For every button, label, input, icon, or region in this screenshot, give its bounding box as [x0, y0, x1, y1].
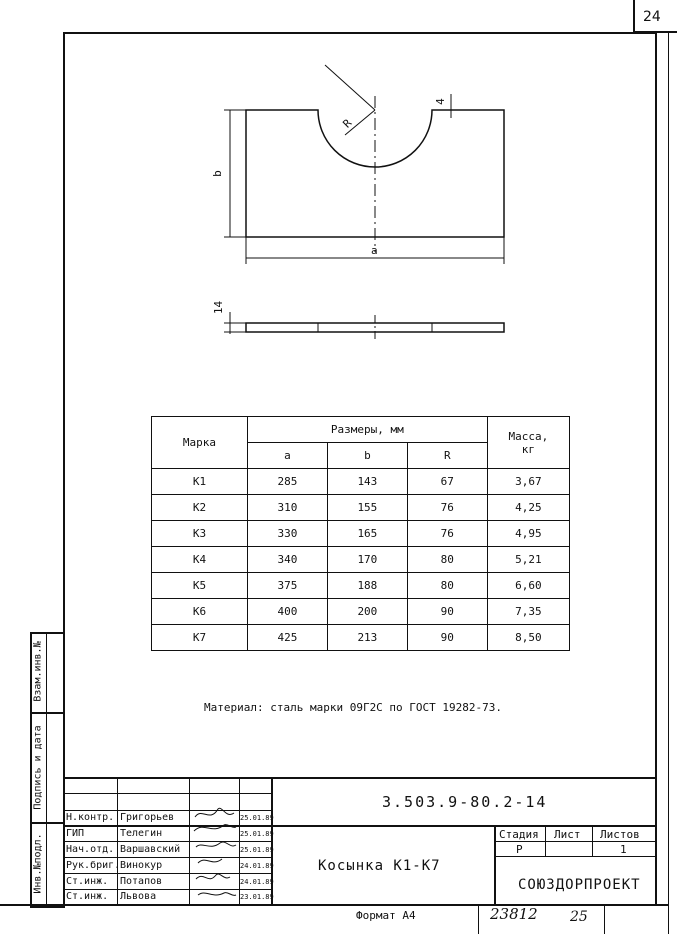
person-name: Винокур — [120, 860, 163, 871]
sheets-value: 1 — [620, 843, 627, 856]
table-cell: 213 — [326, 624, 408, 651]
person-role: Рук.бриг. — [66, 860, 121, 871]
col-a: a — [246, 442, 328, 469]
person-role: Ст.инж. — [66, 891, 109, 902]
table-cell: 5,21 — [486, 546, 571, 573]
table-cell: К4 — [151, 546, 248, 573]
table-cell: К7 — [151, 624, 248, 651]
side-stamp-sign-date: Подпись и дата — [32, 725, 44, 810]
dim-thickness-top: 4 — [433, 98, 447, 105]
handwritten-code: 23812 — [490, 905, 538, 923]
side-stamp-vzam: Взам.инв.№ — [32, 641, 44, 702]
table-cell: 425 — [246, 624, 328, 651]
side-stamp-inv-orig: Инв.№подл. — [32, 833, 44, 894]
person-date: 25.01.89 — [240, 814, 274, 822]
table-cell: 340 — [246, 546, 328, 573]
table-cell: 67 — [406, 468, 488, 495]
person-role: Н.контр. — [66, 812, 115, 823]
table-cell: 188 — [326, 572, 408, 599]
table-cell: 7,35 — [486, 598, 571, 625]
stage-label: Стадия — [499, 828, 539, 841]
sheets-label: Листов — [600, 828, 640, 841]
person-name: Телегин — [120, 828, 163, 839]
table-cell: 90 — [406, 624, 488, 651]
table-row: К6 400 200 90 7,35 — [151, 598, 571, 625]
person-name: Григорьев — [120, 812, 175, 823]
table-cell: 4,95 — [486, 520, 571, 547]
person-role: Нач.отд. — [66, 844, 115, 855]
person-role: Ст.инж. — [66, 876, 109, 887]
table-cell: 76 — [406, 494, 488, 521]
table-cell: 330 — [246, 520, 328, 547]
person-date: 25.01.89 — [240, 830, 274, 838]
plate-outline — [245, 109, 505, 238]
table-cell: 4,25 — [486, 494, 571, 521]
org-name: СОЮЗДОРПРОЕКТ — [518, 877, 641, 893]
stage-value: Р — [516, 843, 523, 856]
table-cell: 76 — [406, 520, 488, 547]
col-r: R — [406, 442, 488, 469]
table-row: К4 340 170 80 5,21 — [151, 546, 571, 573]
sheet-label: Лист — [554, 828, 581, 841]
table-cell: 6,60 — [486, 572, 571, 599]
table-row: К2 310 155 76 4,25 — [151, 494, 571, 521]
header-dims: Размеры, мм — [246, 416, 488, 443]
table-cell: 80 — [406, 572, 488, 599]
dim-b-label: b — [210, 170, 224, 177]
person-name: Львова — [120, 891, 157, 902]
doc-title: Косынка К1-К7 — [318, 858, 441, 874]
table-row: К5 375 188 80 6,60 — [151, 572, 571, 599]
person-date: 24.01.89 — [240, 862, 274, 870]
table-row: К7 425 213 90 8,50 — [151, 624, 571, 651]
header-mark: Марка — [151, 416, 248, 469]
table-cell: 155 — [326, 494, 408, 521]
table-cell: 3,67 — [486, 468, 571, 495]
header-mass: Масса, кг — [486, 416, 571, 469]
col-b: b — [326, 442, 408, 469]
side-stamp — [30, 632, 65, 908]
table-cell: К5 — [151, 572, 248, 599]
table-cell: 80 — [406, 546, 488, 573]
header-mass-unit: кг — [521, 442, 535, 456]
gusset-drawing — [224, 64, 505, 342]
dim-a-label: a — [371, 244, 378, 257]
table-cell: 8,50 — [486, 624, 571, 651]
material-note: Материал: сталь марки 09Г2С по ГОСТ 1928… — [204, 701, 503, 714]
drawing-frame — [63, 32, 657, 906]
table-cell: 165 — [326, 520, 408, 547]
sheet-number: 24 — [643, 9, 661, 25]
signatures — [193, 807, 237, 896]
table-cell: 143 — [326, 468, 408, 495]
table-cell: 400 — [246, 598, 328, 625]
dimensions-table: Марка Размеры, мм Масса, кг a b R К1 285 1… — [151, 416, 571, 651]
doc-code: 3.503.9-80.2-14 — [382, 793, 548, 811]
person-role: ГИП — [66, 828, 85, 839]
table-cell: 90 — [406, 598, 488, 625]
person-date: 23.01.89 — [240, 893, 274, 901]
table-cell: К2 — [151, 494, 248, 521]
person-date: 25.01.89 — [240, 846, 274, 854]
table-row: К1 285 143 67 3,67 — [151, 468, 571, 495]
table-cell: К3 — [151, 520, 248, 547]
table-cell: 375 — [246, 572, 328, 599]
person-name: Потапов — [120, 876, 163, 887]
table-cell: 170 — [326, 546, 408, 573]
table-cell: 310 — [246, 494, 328, 521]
table-cell: К6 — [151, 598, 248, 625]
table-cell: К1 — [151, 468, 248, 495]
dim-thickness-side: 14 — [212, 300, 226, 315]
person-date: 24.01.89 — [240, 878, 274, 886]
table-cell: 285 — [246, 468, 328, 495]
header-mass-text: Масса, — [508, 429, 549, 443]
handwritten-page: 25 — [570, 909, 588, 925]
person-name: Варшавский — [120, 844, 181, 855]
format-label: Формат А4 — [356, 909, 416, 922]
table-row: К3 330 165 76 4,95 — [151, 520, 571, 547]
table-cell: 200 — [326, 598, 408, 625]
